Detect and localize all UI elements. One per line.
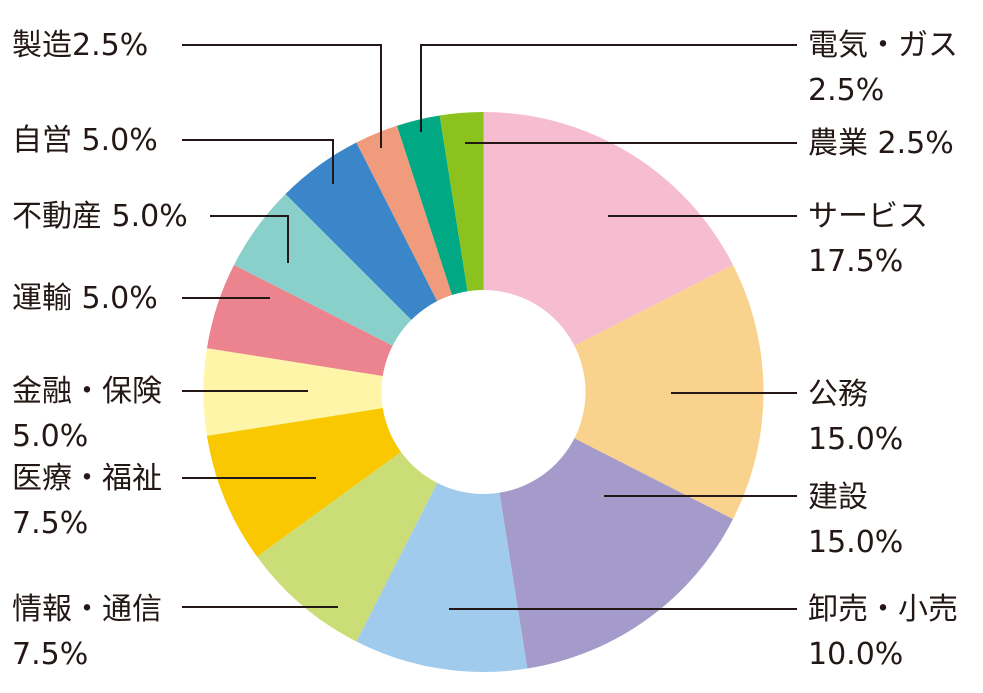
slice-category-5: 医療・福祉 <box>12 461 162 496</box>
slice-value-8: 5.0% <box>112 199 188 234</box>
slice-label-9: 自営 5.0% <box>12 123 158 158</box>
slice-category-1: 公務 <box>808 377 868 412</box>
leader-line-9 <box>182 139 334 184</box>
slice-value-4: 7.5% <box>12 637 88 672</box>
slice-category-9: 自営 <box>12 123 82 158</box>
slice-category-6: 金融・保険 <box>12 374 162 409</box>
slice-label-6: 金融・保険 5.0% <box>12 374 162 454</box>
slice-label-7: 運輸 5.0% <box>12 281 158 316</box>
slice-label-3: 卸売・小売 10.0% <box>808 592 958 672</box>
slice-value-11: 2.5% <box>808 73 884 108</box>
slice-category-2: 建設 <box>808 480 868 515</box>
slice-value-5: 7.5% <box>12 506 88 541</box>
slice-value-10: 2.5% <box>72 28 148 63</box>
slice-6 <box>203 348 484 436</box>
slice-label-12: 農業 2.5% <box>808 126 954 161</box>
slice-category-12: 農業 <box>808 126 878 161</box>
slice-label-1: 公務 15.0% <box>808 377 903 457</box>
slice-value-3: 10.0% <box>808 637 903 672</box>
slice-1 <box>483 264 764 520</box>
slice-label-2: 建設 15.0% <box>808 480 903 560</box>
slice-labels: サービス 17.5% 公務 15.0% 建設 15.0% 卸売・小売 10.0% 情報・通信 7.… <box>12 28 958 672</box>
slice-category-7: 運輸 <box>12 281 82 316</box>
slice-label-5: 医療・福祉 7.5% <box>12 461 162 541</box>
slice-value-2: 15.0% <box>808 525 903 560</box>
slice-value-7: 5.0% <box>82 281 158 316</box>
donut-hole <box>381 290 586 494</box>
slice-label-4: 情報・通信 7.5% <box>12 592 162 672</box>
leader-lines <box>182 44 797 610</box>
leader-line-10 <box>182 44 382 148</box>
leader-line-8 <box>210 215 289 263</box>
slice-value-12: 2.5% <box>878 126 954 161</box>
slice-label-10: 製造2.5% <box>12 28 148 63</box>
slice-category-0: サービス <box>808 199 928 234</box>
slice-label-0: サービス 17.5% <box>808 199 928 279</box>
slice-category-8: 不動産 <box>12 199 112 234</box>
slice-value-1: 15.0% <box>808 422 903 457</box>
leader-line-11 <box>420 44 797 132</box>
slice-value-6: 5.0% <box>12 419 88 454</box>
slice-value-0: 17.5% <box>808 244 903 279</box>
slice-label-11: 電気・ガス 2.5% <box>808 28 958 108</box>
slice-category-4: 情報・通信 <box>12 592 162 627</box>
slice-label-8: 不動産 5.0% <box>12 199 188 234</box>
slice-category-3: 卸売・小売 <box>808 592 958 627</box>
slice-category-11: 電気・ガス <box>808 28 958 63</box>
slice-category-10: 製造 <box>12 28 72 63</box>
slice-value-9: 5.0% <box>82 123 158 158</box>
